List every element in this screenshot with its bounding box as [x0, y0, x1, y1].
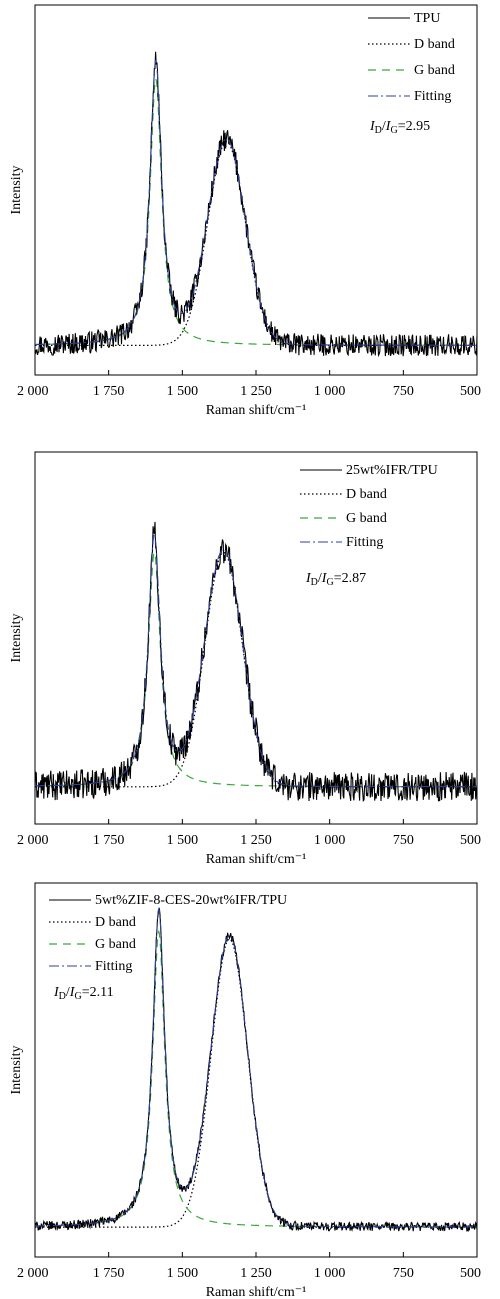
y-axis-label: Intensity — [9, 166, 24, 215]
intensity-ratio-label: ID/IG=2.95 — [369, 119, 430, 136]
plot-frame — [34, 4, 478, 376]
ratio-i: I — [305, 571, 312, 586]
x-tick-label: 2 000 — [17, 833, 49, 848]
x-tick-label: 2 000 — [17, 1266, 49, 1281]
ratio-i: I — [369, 119, 376, 134]
x-tick-label: 750 — [393, 1266, 414, 1281]
ratio-i: I — [321, 571, 328, 586]
y-axis-label: Intensity — [9, 1046, 24, 1095]
x-tick-label: 1 500 — [167, 384, 199, 399]
x-axis-label: Raman shift/cm⁻¹ — [206, 852, 307, 867]
fitting-curve — [35, 59, 477, 346]
x-tick-label: 1 750 — [93, 1266, 125, 1281]
legend-label: G band — [414, 63, 455, 78]
raman-panel-b: 2 000 1 750 1 500 1 250 1 000 750 500 Raman shi… — [9, 451, 481, 867]
ratio-slash: / — [382, 119, 386, 134]
legend: TPU D band G band Fitting — [368, 11, 455, 104]
x-axis-label: Raman shift/cm⁻¹ — [206, 403, 307, 418]
ratio-sub-g: G — [74, 991, 81, 1002]
ratio-sub-d: D — [59, 991, 66, 1002]
x-tick-label: 1 000 — [314, 384, 346, 399]
legend-label: G band — [346, 511, 387, 526]
fitting-curve — [35, 531, 477, 788]
ratio-value: =2.87 — [334, 571, 366, 586]
x-tick-label: 1 250 — [240, 833, 272, 848]
x-tick-label: 1 750 — [93, 833, 125, 848]
legend-label: D band — [346, 487, 387, 502]
x-tick-label: 1 250 — [240, 384, 272, 399]
x-tick-label: 1 500 — [167, 833, 199, 848]
ratio-value: =2.11 — [82, 985, 114, 1000]
ratio-i: I — [385, 119, 392, 134]
raman-panel-a: 2 000 1 750 1 500 1 250 1 000 750 500 Raman shi… — [9, 4, 481, 418]
x-tick-label: 500 — [460, 833, 481, 848]
x-tick-label: 500 — [460, 1266, 481, 1281]
ratio-sub-d: D — [311, 577, 318, 588]
ratio-slash: / — [318, 571, 322, 586]
ratio-sub-g: G — [390, 125, 397, 136]
d-band-curve — [35, 141, 477, 346]
x-tick-label: 750 — [393, 833, 414, 848]
legend: 25wt%IFR/TPU D band G band Fitting — [300, 463, 438, 550]
x-tick-label: 1 250 — [240, 1266, 272, 1281]
legend-label: TPU — [414, 11, 440, 26]
ratio-i: I — [53, 985, 60, 1000]
d-band-curve — [35, 938, 477, 1228]
legend-label: 5wt%ZIF-8-CES-20wt%IFR/TPU — [95, 893, 287, 908]
legend-label: D band — [414, 37, 455, 52]
ratio-i: I — [69, 985, 76, 1000]
x-axis-label: Raman shift/cm⁻¹ — [206, 1285, 307, 1299]
x-tick-label: 1 000 — [314, 1266, 346, 1281]
ratio-sub-d: D — [375, 125, 382, 136]
ratio-value: =2.95 — [398, 119, 430, 134]
legend-label: Fitting — [346, 535, 383, 550]
intensity-ratio-label: ID/IG=2.87 — [305, 571, 366, 588]
x-tick-label: 1 500 — [167, 1266, 199, 1281]
x-tick-label: 1 000 — [314, 833, 346, 848]
fitting-curve — [34, 906, 477, 1228]
spectrum-curve — [34, 51, 478, 358]
legend-label: D band — [95, 915, 136, 930]
intensity-ratio-label: ID/IG=2.11 — [53, 985, 114, 1002]
x-tick-label: 750 — [393, 384, 414, 399]
x-tick-label: 1 750 — [93, 384, 125, 399]
legend-label: 25wt%IFR/TPU — [346, 463, 438, 478]
legend-label: Fitting — [414, 89, 451, 104]
d-band-curve — [35, 551, 477, 788]
plot-frame — [34, 451, 478, 825]
y-axis-label: Intensity — [9, 614, 24, 663]
legend-label: G band — [95, 937, 136, 952]
x-tick-label: 500 — [460, 384, 481, 399]
g-band-curve — [35, 550, 477, 788]
raman-panel-c: 2 000 1 750 1 500 1 250 1 000 750 500 Raman shi… — [9, 882, 481, 1299]
legend: 5wt%ZIF-8-CES-20wt%IFR/TPU D band G band Fi… — [49, 893, 287, 974]
ratio-sub-g: G — [326, 577, 333, 588]
legend-label: Fitting — [95, 959, 132, 974]
x-tick-label: 2 000 — [17, 384, 49, 399]
spectrum-curve — [34, 907, 478, 1233]
spectrum-curve — [34, 521, 478, 803]
g-band-curve — [35, 929, 477, 1228]
ratio-slash: / — [66, 985, 70, 1000]
